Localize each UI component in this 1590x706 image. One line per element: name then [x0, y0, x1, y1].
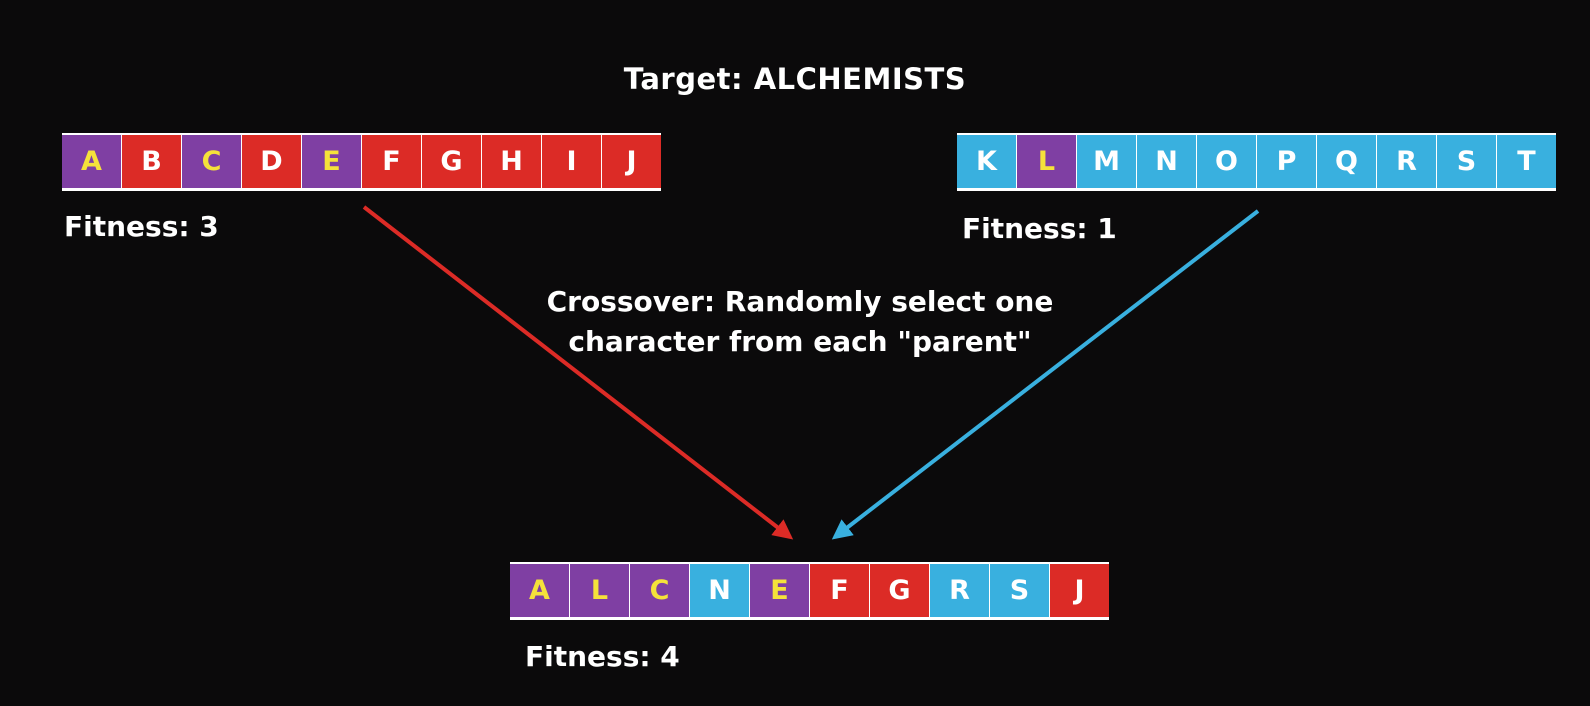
- parent1-cell: D: [242, 135, 301, 188]
- parent1-cell: H: [482, 135, 541, 188]
- crossover-caption: Crossover: Randomly select one character…: [470, 282, 1130, 362]
- child-cell: G: [870, 564, 929, 617]
- child-cell: E: [750, 564, 809, 617]
- red-arrow: [362, 205, 794, 540]
- parent1-fitness: Fitness: 3: [64, 210, 219, 243]
- parent2-cell: K: [957, 135, 1016, 188]
- parent2-cell: M: [1077, 135, 1136, 188]
- parent2-cell: T: [1497, 135, 1556, 188]
- parent2-cell: P: [1257, 135, 1316, 188]
- child-cell: F: [810, 564, 869, 617]
- parent2-cell: S: [1437, 135, 1496, 188]
- target-title: Target: ALCHEMISTS: [623, 62, 967, 96]
- parent2-cell: R: [1377, 135, 1436, 188]
- child-cell: N: [690, 564, 749, 617]
- parent1-cell: G: [422, 135, 481, 188]
- parent1-cell: C: [182, 135, 241, 188]
- blue-arrow: [831, 209, 1260, 540]
- parent1-cell: F: [362, 135, 421, 188]
- child-cell: L: [570, 564, 629, 617]
- child-fitness: Fitness: 4: [525, 640, 680, 673]
- parent2-cell: O: [1197, 135, 1256, 188]
- parent1-cell: B: [122, 135, 181, 188]
- child-cell: J: [1050, 564, 1109, 617]
- child-cell: R: [930, 564, 989, 617]
- child-cell: A: [510, 564, 569, 617]
- parent2-fitness: Fitness: 1: [962, 212, 1117, 245]
- caption-line-2: character from each "parent": [568, 325, 1032, 358]
- parent1-cell: E: [302, 135, 361, 188]
- parent1-cell: J: [602, 135, 661, 188]
- child-cell: S: [990, 564, 1049, 617]
- caption-line-1: Crossover: Randomly select one: [546, 285, 1054, 318]
- parent1-cell: A: [62, 135, 121, 188]
- parent1-cell: I: [542, 135, 601, 188]
- child-cell: C: [630, 564, 689, 617]
- parent2-cell: L: [1017, 135, 1076, 188]
- parent2-cell: N: [1137, 135, 1196, 188]
- parent2-cell: Q: [1317, 135, 1376, 188]
